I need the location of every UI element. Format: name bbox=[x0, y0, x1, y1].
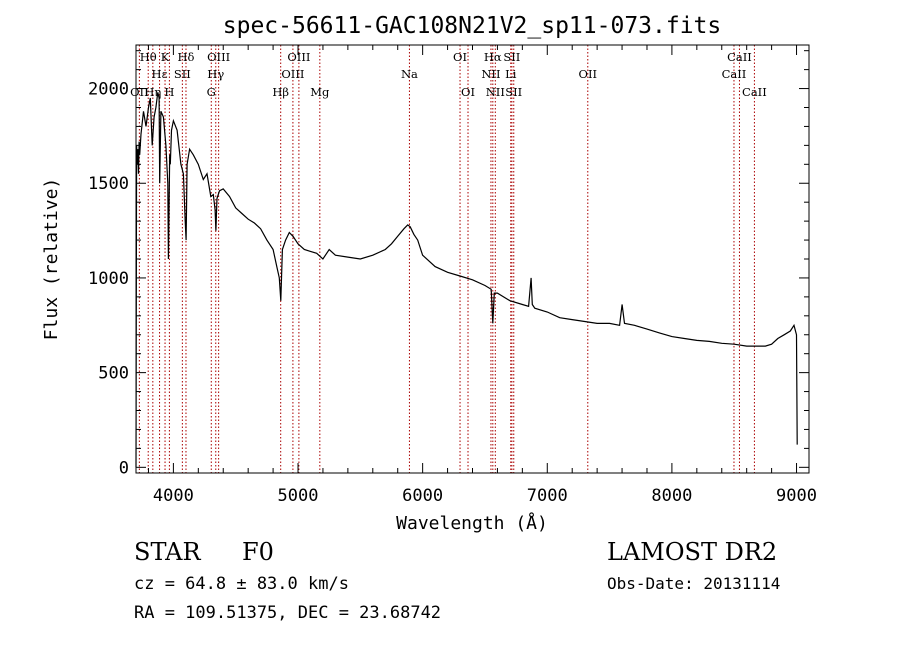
reference-line-labels: OIIHθHηHεKHSIIHδGHγOIIIHβOIIIOIIIMgNaOIO… bbox=[130, 50, 767, 99]
x-tick-label: 8000 bbox=[651, 486, 692, 506]
reference-line-label: OII bbox=[579, 67, 598, 81]
reference-line-label: NII bbox=[481, 67, 500, 81]
reference-line-label: K bbox=[161, 50, 170, 64]
reference-line-label: NII bbox=[486, 85, 505, 99]
y-tick-label: 1000 bbox=[88, 269, 129, 289]
survey-name: LAMOST DR2 bbox=[607, 538, 778, 566]
y-tick-label: 500 bbox=[98, 364, 129, 384]
reference-line-label: Li bbox=[505, 67, 517, 81]
x-tick-label: 6000 bbox=[402, 486, 443, 506]
object-class: STAR bbox=[134, 538, 201, 566]
reference-line-label: Hε bbox=[152, 67, 168, 81]
x-tick-label: 5000 bbox=[278, 486, 319, 506]
reference-line-label: H bbox=[164, 85, 174, 99]
reference-line-label: Hθ bbox=[140, 50, 157, 64]
reference-line-label: SII bbox=[505, 85, 522, 99]
plot-frame bbox=[135, 44, 810, 474]
x-tick-label: 9000 bbox=[776, 486, 817, 506]
y-tick-label: 0 bbox=[119, 458, 129, 478]
chart-title: spec-56611-GAC108N21V2_sp11-073.fits bbox=[223, 13, 722, 39]
y-tick-label: 2000 bbox=[88, 80, 129, 100]
reference-line-label: SII bbox=[503, 50, 520, 64]
reference-line-label: Mg bbox=[310, 85, 330, 99]
y-tick-label: 1500 bbox=[88, 174, 129, 194]
reference-line-label: SII bbox=[174, 67, 191, 81]
reference-line-label: Hβ bbox=[272, 85, 289, 99]
reference-line-label: OIII bbox=[207, 50, 230, 64]
reference-line-label: Hα bbox=[484, 50, 502, 64]
y-axis: 0 500 1000 1500 2000 bbox=[88, 50, 809, 478]
redshift-text: cz = 64.8 ± 83.0 km/s bbox=[134, 574, 349, 594]
spectrum-line bbox=[135, 92, 798, 468]
reference-line-label: Na bbox=[401, 67, 418, 81]
x-axis: 4000 5000 6000 7000 8000 9000 bbox=[147, 45, 817, 506]
x-tick-label: 7000 bbox=[527, 486, 568, 506]
reference-line-label: CaII bbox=[722, 67, 747, 81]
reference-line-label: G bbox=[207, 85, 216, 99]
reference-line-label: OI bbox=[461, 85, 475, 99]
reference-line-label: CaII bbox=[742, 85, 767, 99]
reference-line-label: OIII bbox=[281, 67, 304, 81]
reference-line-label: OIII bbox=[287, 50, 310, 64]
x-tick-label: 4000 bbox=[153, 486, 194, 506]
reference-line-label: OI bbox=[453, 50, 467, 64]
reference-lines bbox=[138, 45, 755, 473]
reference-line-label: Hγ bbox=[207, 67, 224, 81]
coordinates: RA = 109.51375, DEC = 23.68742 bbox=[134, 603, 442, 623]
reference-line-label: Hδ bbox=[177, 50, 194, 64]
y-axis-label: Flux (relative) bbox=[41, 178, 62, 341]
reference-line-label: CaII bbox=[727, 50, 752, 64]
x-axis-label: Wavelength (Å) bbox=[396, 512, 548, 534]
subclass: F0 bbox=[242, 538, 274, 566]
obs-date: Obs-Date: 20131114 bbox=[607, 574, 781, 593]
